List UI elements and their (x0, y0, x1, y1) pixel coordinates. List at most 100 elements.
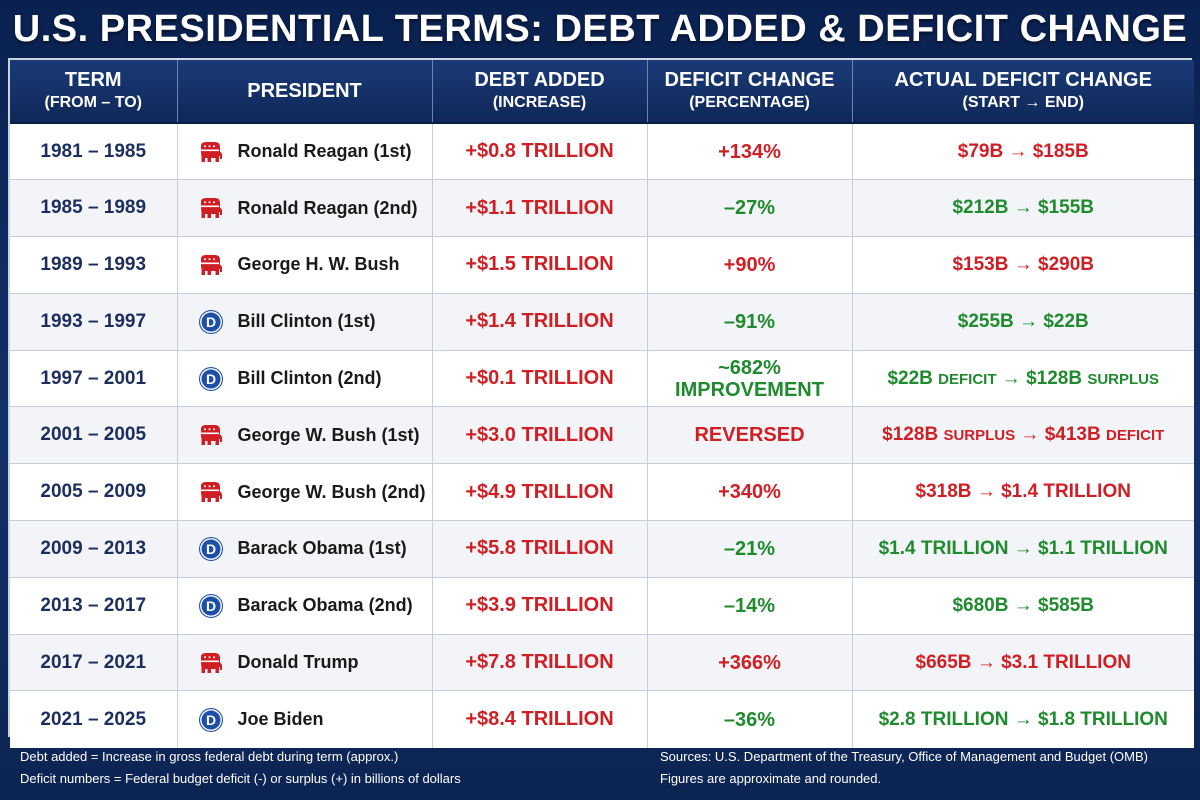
president-name: Barack Obama (2nd) (237, 595, 413, 616)
footer-approx-line: Figures are approximate and rounded. (660, 771, 882, 786)
cell-actual-deficit-change: $22B DEFICIT → $128B SURPLUS (852, 350, 1194, 408)
cell-president: Ronald Reagan (1st) (177, 123, 433, 181)
cell-president: George W. Bush (2nd) (177, 463, 433, 522)
actual-start: $128B (882, 424, 939, 446)
cell-actual-deficit-change: $2.8 TRILLION → $1.8 TRILLION (852, 690, 1194, 748)
arrow-icon: → (1013, 537, 1033, 559)
president-name: Ronald Reagan (1st) (237, 141, 412, 162)
cell-deficit-change: –36% (647, 690, 853, 748)
deficit-change-value: REVERSED (694, 424, 805, 447)
president-name: Barack Obama (1st) (237, 538, 407, 559)
president-name: George H. W. Bush (237, 254, 400, 275)
cell-deficit-change: ~682% IMPROVEMENT (647, 350, 853, 408)
actual-end: $1.1 TRILLION (1038, 537, 1168, 559)
cell-term: 1997 – 2001 (10, 350, 178, 408)
arrow-icon: → (1013, 253, 1033, 275)
actual-end-note: DEFICIT (1105, 427, 1165, 445)
cell-deficit-change: REVERSED (647, 406, 853, 465)
actual-start-note: DEFICIT (938, 370, 997, 388)
cell-term: 2001 – 2005 (10, 406, 178, 465)
page-title: U.S. PRESIDENTIAL TERMS: DEBT ADDED & DE… (12, 8, 1188, 50)
svg-text:D: D (205, 541, 215, 557)
donkey-d-icon: D (198, 707, 224, 733)
actual-end: $413B (1044, 424, 1101, 446)
arrow-icon: → (1013, 197, 1033, 219)
president-name: Ronald Reagan (2nd) (237, 197, 418, 218)
cell-actual-deficit-change: $79B → $185B (852, 123, 1194, 181)
actual-start: $2.8 TRILLION (878, 708, 1009, 730)
arrow-icon: → (1020, 424, 1040, 446)
cell-term: 1981 – 1985 (10, 123, 178, 181)
deficit-change-value: +90% (723, 253, 776, 276)
elephant-icon (198, 252, 224, 278)
cell-president: Donald Trump (177, 634, 433, 692)
header-term-sublabel: (FROM – TO) (44, 94, 142, 112)
cell-deficit-change: –14% (647, 577, 853, 635)
president-name: George W. Bush (1st) (237, 424, 420, 445)
arrow-icon: → (1013, 594, 1033, 616)
header-debt-added: DEBT ADDED (INCREASE) (432, 60, 648, 124)
cell-actual-deficit-change: $255B → $22B (852, 293, 1194, 351)
deficit-change-value: +134% (718, 140, 781, 163)
deficit-change-value: ~682% (718, 356, 781, 379)
president-name: Bill Clinton (2nd) (237, 368, 382, 389)
table-row: 1997 – 2001 D Bill Clinton (2nd) +$0.1 TRIL… (10, 350, 1194, 408)
cell-president: D Bill Clinton (2nd) (177, 350, 433, 408)
cell-debt-added: +$7.8 TRILLION (432, 634, 648, 692)
cell-president: Ronald Reagan (2nd) (177, 179, 433, 238)
cell-debt-added: +$1.1 TRILLION (432, 179, 648, 238)
actual-end: $3.1 TRILLION (1001, 651, 1131, 673)
header-debt-label: DEBT ADDED (474, 69, 605, 92)
table-row: 2013 – 2017 D Barack Obama (2nd) +$3.9 TRIL… (10, 577, 1194, 635)
cell-debt-added: +$8.4 TRILLION (432, 690, 648, 748)
cell-deficit-change: –91% (647, 293, 853, 351)
cell-term: 2005 – 2009 (10, 463, 178, 522)
table-row: 1993 – 1997 D Bill Clinton (1st) +$1.4 TRIL… (10, 293, 1194, 351)
actual-start-note: SURPLUS (943, 427, 1016, 445)
header-deficit-change: DEFICIT CHANGE (PERCENTAGE) (647, 60, 853, 124)
actual-end: $585B (1038, 594, 1095, 616)
table-row: 1981 – 1985 Ronald Reagan (1st) +$0.8 TRIL… (10, 123, 1194, 181)
deficit-change-value: –91% (723, 310, 776, 333)
cell-president: D Joe Biden (177, 690, 433, 748)
deficit-change-value: +340% (718, 481, 781, 504)
cell-deficit-change: +134% (647, 123, 853, 181)
header-actual-label: ACTUAL DEFICIT CHANGE (894, 69, 1152, 92)
actual-end: $155B (1038, 197, 1095, 219)
header-term-label: TERM (64, 69, 122, 92)
cell-president: George W. Bush (1st) (177, 406, 433, 465)
cell-deficit-change: +366% (647, 634, 853, 692)
footer-sources-line: Sources: U.S. Department of the Treasury… (660, 749, 1148, 764)
header-president-label: PRESIDENT (247, 79, 362, 102)
cell-term: 1993 – 1997 (10, 293, 178, 351)
footer-note-debt: Debt added = Increase in gross federal d… (20, 749, 399, 764)
cell-term: 2021 – 2025 (10, 690, 178, 748)
cell-debt-added: +$0.1 TRILLION (432, 350, 648, 408)
footer-notes: Debt added = Increase in gross federal d… (20, 746, 461, 790)
cell-president: D Bill Clinton (1st) (177, 293, 433, 351)
president-name: Donald Trump (237, 652, 359, 673)
footer-note-deficit: Deficit numbers = Federal budget deficit… (20, 771, 461, 786)
actual-start: $665B (915, 651, 972, 673)
cell-debt-added: +$5.8 TRILLION (432, 520, 648, 578)
cell-term: 1985 – 1989 (10, 179, 178, 238)
actual-end: $22B (1043, 310, 1089, 332)
cell-actual-deficit-change: $680B → $585B (852, 577, 1194, 635)
cell-president: D Barack Obama (2nd) (177, 577, 433, 635)
elephant-icon (198, 422, 224, 448)
svg-text:D: D (205, 314, 215, 330)
deficit-change-note: IMPROVEMENT (675, 378, 824, 401)
deficit-change-value: +366% (718, 651, 781, 674)
actual-start: $79B (957, 140, 1004, 162)
cell-actual-deficit-change: $153B → $290B (852, 236, 1194, 294)
donkey-d-icon: D (198, 309, 224, 335)
donkey-d-icon: D (198, 593, 224, 619)
header-actual-sublabel: (START → END) (962, 94, 1084, 112)
deficit-change-value: –27% (723, 197, 776, 220)
actual-start: $680B (952, 594, 1009, 616)
cell-actual-deficit-change: $1.4 TRILLION → $1.1 TRILLION (852, 520, 1194, 578)
actual-end: $1.8 TRILLION (1038, 708, 1168, 730)
president-name: George W. Bush (2nd) (237, 481, 426, 502)
cell-debt-added: +$4.9 TRILLION (432, 463, 648, 522)
cell-president: D Barack Obama (1st) (177, 520, 433, 578)
